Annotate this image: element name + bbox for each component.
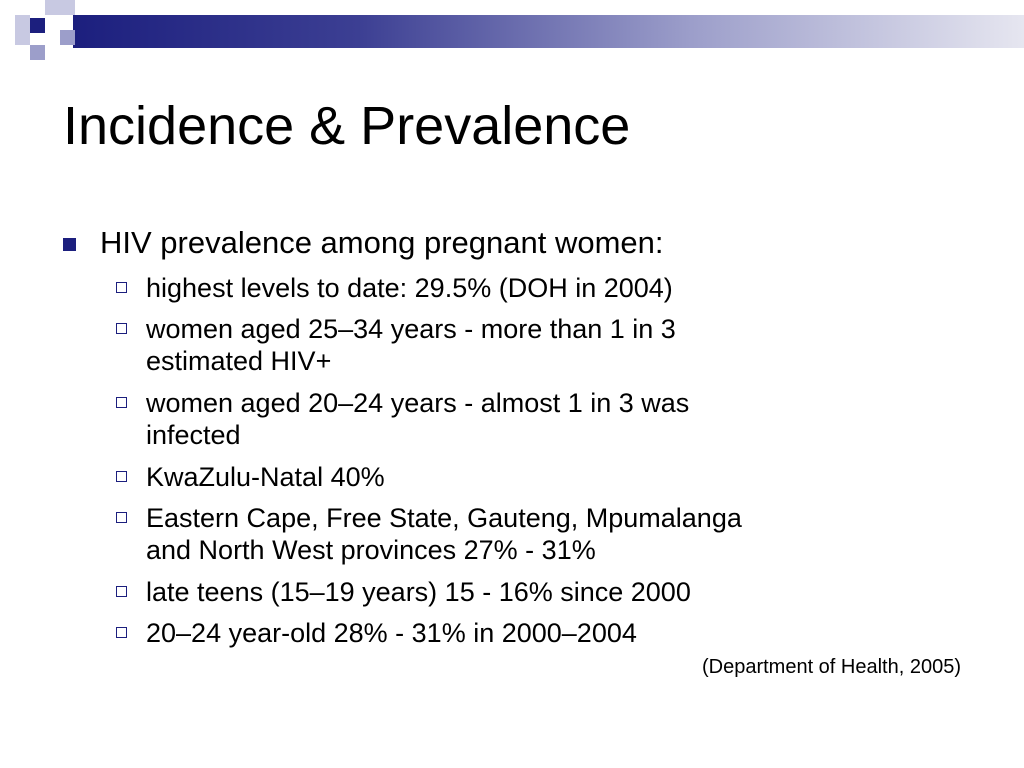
square-bullet-icon — [63, 238, 76, 251]
decor-square — [15, 15, 30, 30]
decor-square — [45, 30, 60, 45]
citation: (Department of Health, 2005) — [701, 656, 961, 678]
decor-square — [60, 0, 75, 15]
header-gradient-bar — [73, 15, 1024, 48]
slide-title: Incidence & Prevalence — [63, 96, 631, 156]
sub-bullet-text: KwaZulu-Natal 40% — [146, 462, 385, 492]
hollow-square-bullet-icon — [116, 282, 127, 293]
hollow-square-bullet-icon — [116, 586, 127, 597]
decor-square — [30, 45, 45, 60]
hollow-square-bullet-icon — [116, 323, 127, 334]
sub-bullet-text: Eastern Cape, Free State, Gauteng, Mpuma… — [146, 503, 742, 565]
sub-bullet-text: late teens (15–19 years) 15 - 16% since … — [146, 577, 691, 607]
decor-square — [30, 18, 45, 33]
decor-square — [60, 30, 75, 45]
hollow-square-bullet-icon — [116, 397, 127, 408]
decor-square — [15, 30, 30, 45]
hollow-square-bullet-icon — [116, 471, 127, 482]
hollow-square-bullet-icon — [116, 512, 127, 523]
main-bullet-text: HIV prevalence among pregnant women: — [100, 225, 664, 260]
sub-bullet-text: women aged 25–34 years - more than 1 in … — [146, 314, 676, 376]
header-decoration — [0, 0, 1024, 60]
sub-bullet-text: highest levels to date: 29.5% (DOH in 20… — [146, 273, 673, 303]
decor-square — [45, 0, 60, 15]
sub-bullet-text: women aged 20–24 years - almost 1 in 3 w… — [146, 388, 690, 450]
sub-bullet-text: 20–24 year-old 28% - 31% in 2000–2004 — [146, 618, 637, 648]
hollow-square-bullet-icon — [116, 627, 127, 638]
